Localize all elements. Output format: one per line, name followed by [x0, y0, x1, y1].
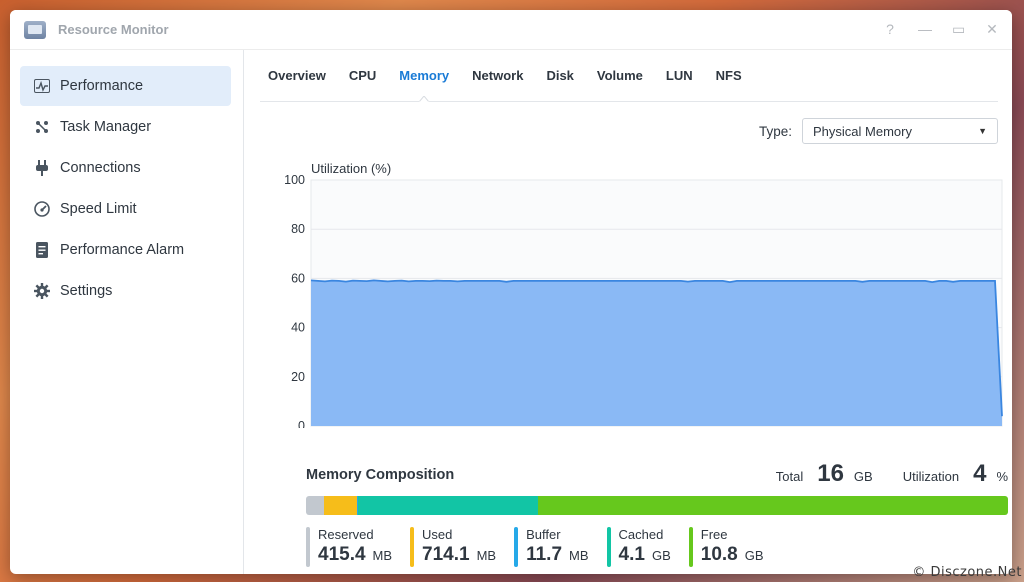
sidebar: Performance Task Manager Connections Spe…	[10, 50, 244, 574]
tab-volume[interactable]: Volume	[596, 68, 643, 83]
memory-utilization-area	[311, 280, 1002, 426]
sidebar-item-settings[interactable]: Settings	[20, 271, 231, 311]
y-tick-label: 60	[291, 271, 305, 285]
chevron-down-icon: ▼	[978, 126, 987, 136]
legend-item-buffer: Buffer 11.7 MB	[514, 527, 589, 567]
type-select[interactable]: Physical Memory ▼	[802, 118, 998, 144]
sidebar-item-performance-alarm[interactable]: Performance Alarm	[20, 230, 231, 270]
chart-series	[310, 279, 1003, 426]
sidebar-item-label: Performance Alarm	[60, 242, 185, 258]
resource-monitor-icon	[24, 20, 46, 39]
watermark: © Disczone.Net	[912, 565, 1022, 580]
sidebar-item-label: Speed Limit	[60, 201, 137, 217]
total-stat: Total 16 GB	[776, 460, 873, 488]
tab-cpu[interactable]: CPU	[348, 68, 377, 83]
legend-item-cached: Cached 4.1 GB	[606, 527, 671, 567]
sidebar-item-label: Connections	[60, 160, 141, 176]
composition-segment-reserved	[306, 496, 325, 515]
composition-title: Memory Composition	[306, 467, 455, 483]
utilization-label: Utilization	[902, 469, 960, 484]
legend-unit: MB	[372, 548, 393, 563]
tab-disk[interactable]: Disk	[546, 68, 574, 83]
legend-unit: MB	[569, 548, 589, 563]
total-label: Total	[775, 469, 804, 484]
y-tick-label: 100	[284, 173, 305, 187]
tab-bar: Overview CPU Memory Network Disk Volume …	[260, 50, 998, 102]
gear-icon	[34, 283, 50, 299]
composition-segment-buffer	[356, 496, 358, 515]
y-tick-label: 80	[291, 222, 305, 236]
legend-unit: GB	[744, 548, 764, 563]
resource-monitor-window: Resource Monitor ? — ▭ ✕ Performance Tas…	[10, 10, 1012, 574]
alarm-icon	[34, 242, 50, 258]
legend-value: 11.7	[526, 544, 563, 565]
legend-value: 10.8	[700, 544, 738, 565]
legend-item-free: Free 10.8 GB	[688, 527, 764, 567]
type-label: Type:	[758, 123, 792, 139]
active-tab-indicator	[419, 96, 429, 102]
sidebar-item-task-manager[interactable]: Task Manager	[20, 107, 231, 147]
composition-segment-used	[324, 496, 357, 515]
y-tick-label: 40	[291, 321, 305, 335]
tasks-icon	[34, 119, 50, 135]
tab-memory[interactable]: Memory	[399, 68, 450, 83]
legend-value: 4.1	[618, 544, 645, 565]
sidebar-item-label: Performance	[60, 78, 144, 94]
legend-item-reserved: Reserved 415.4 MB	[306, 527, 392, 567]
tab-nfs[interactable]: NFS	[715, 68, 742, 83]
composition-segment-cached	[357, 496, 538, 515]
type-select-value: Physical Memory	[813, 123, 912, 139]
legend-item-used: Used 714.1 MB	[410, 527, 496, 567]
utilization-value: 4	[973, 460, 987, 487]
total-value: 16	[817, 460, 844, 487]
minimize-button[interactable]: —	[918, 21, 932, 37]
used-swatch	[410, 527, 415, 567]
y-tick-label: 20	[291, 370, 305, 384]
legend-label: Used	[422, 527, 453, 542]
legend-label: Buffer	[526, 527, 561, 542]
composition-bar	[306, 496, 1008, 515]
sidebar-item-label: Task Manager	[60, 119, 152, 135]
memory-utilization-line	[310, 279, 1003, 417]
maximize-button[interactable]: ▭	[952, 21, 966, 37]
title-bar: Resource Monitor ? — ▭ ✕	[10, 10, 1012, 50]
utilization-chart: Utilization (%) 0 20 40 60 80 100	[284, 161, 1003, 428]
tab-overview[interactable]: Overview	[268, 68, 326, 83]
close-button[interactable]: ✕	[986, 21, 998, 37]
y-axis-ticks: 0 20 40 60 80 100	[284, 173, 305, 428]
cached-swatch	[606, 527, 611, 567]
free-swatch	[688, 527, 693, 567]
composition-segment-free	[537, 496, 1008, 515]
legend-label: Reserved	[318, 527, 374, 542]
y-tick-label: 0	[298, 419, 305, 428]
utilization-unit: %	[996, 469, 1008, 484]
y-axis-label: Utilization (%)	[311, 161, 391, 176]
sidebar-item-connections[interactable]: Connections	[20, 148, 231, 188]
plug-icon	[34, 160, 50, 176]
legend-unit: MB	[476, 548, 497, 563]
gauge-icon	[34, 201, 50, 217]
app-title: Resource Monitor	[58, 22, 169, 37]
tab-lun[interactable]: LUN	[665, 68, 693, 83]
legend-value: 415.4	[318, 544, 366, 565]
memory-composition: Memory Composition Total 16 GB Utilizati…	[306, 460, 1008, 567]
legend-unit: GB	[651, 548, 671, 563]
total-unit: GB	[853, 469, 873, 484]
main-panel: Overview CPU Memory Network Disk Volume …	[260, 50, 1012, 574]
sidebar-item-speed-limit[interactable]: Speed Limit	[20, 189, 231, 229]
utilization-stat: Utilization 4 %	[903, 460, 1008, 488]
legend-label: Free	[700, 527, 728, 542]
tab-network[interactable]: Network	[472, 68, 524, 83]
sidebar-item-label: Settings	[60, 283, 113, 299]
sidebar-item-performance[interactable]: Performance	[20, 66, 231, 106]
help-button[interactable]: ?	[886, 21, 894, 37]
chart-icon	[34, 78, 50, 94]
type-filter: Type: Physical Memory ▼	[759, 118, 998, 144]
legend-value: 714.1	[422, 544, 470, 565]
buffer-swatch	[514, 527, 519, 567]
legend-label: Cached	[618, 527, 664, 542]
composition-legend: Reserved 415.4 MB Used 714.1 MB Buffer 1	[306, 527, 1008, 567]
reserved-swatch	[306, 527, 310, 567]
